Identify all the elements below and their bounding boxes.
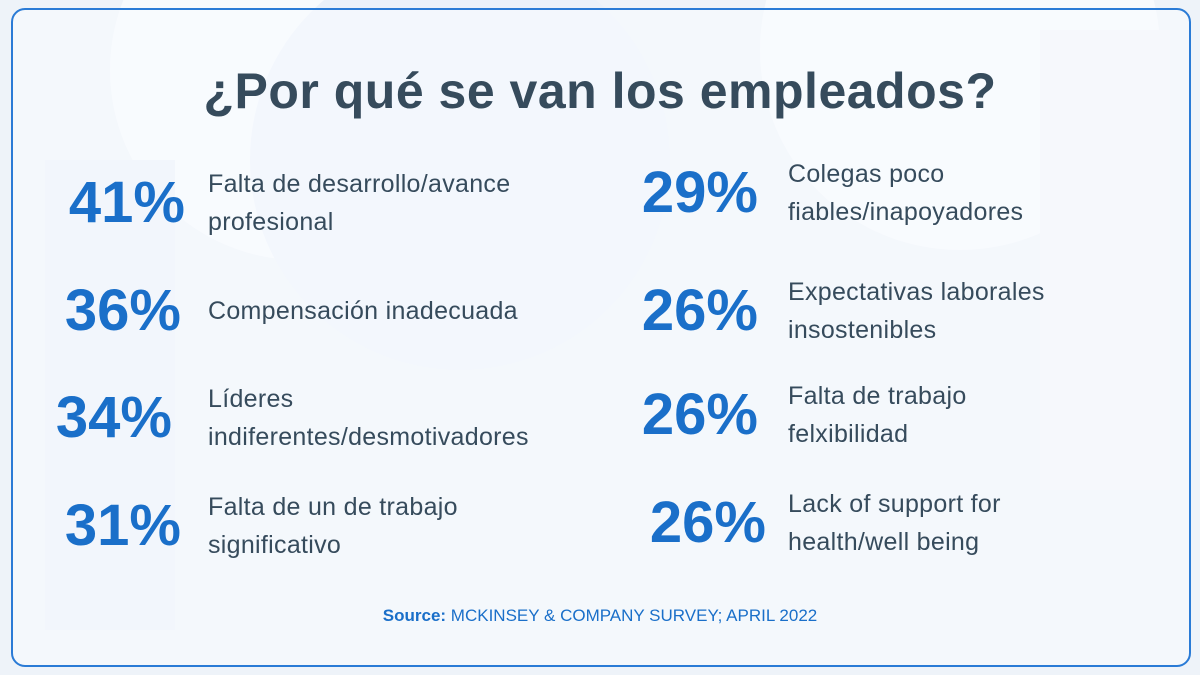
stat-percent: 26% xyxy=(641,278,758,343)
source-label: Source: xyxy=(382,606,447,625)
stat-reason: Expectativas laborales insostenibles xyxy=(788,278,1045,344)
stat-reason: Compensación inadecuada xyxy=(208,297,518,325)
stat-percent: 34% xyxy=(55,385,172,450)
stat-percent: 31% xyxy=(64,493,181,558)
stat-reason: Falta de desarrollo/avance profesional xyxy=(208,170,511,236)
stat-reason: Falta de un de trabajo significativo xyxy=(208,493,458,559)
infographic-card xyxy=(11,8,1191,667)
stat-percent: 29% xyxy=(641,160,758,225)
source-note: Source: MCKINSEY & COMPANY SURVEY; APRIL… xyxy=(0,606,1200,626)
page-title: ¿Por qué se van los empleados? xyxy=(203,63,997,119)
stat-reason: Falta de trabajo felxibilidad xyxy=(788,382,967,448)
stat-percent: 36% xyxy=(64,278,181,343)
stat-reason: Colegas poco fiables/inapoyadores xyxy=(788,160,1024,226)
source-text: MCKINSEY & COMPANY SURVEY; APRIL 2022 xyxy=(450,606,818,625)
stat-reason: Lack of support for health/well being xyxy=(788,490,1001,556)
stat-percent: 26% xyxy=(649,490,766,555)
stat-reason: Líderes indiferentes/desmotivadores xyxy=(208,385,529,451)
stat-percent: 41% xyxy=(68,170,185,235)
stat-percent: 26% xyxy=(641,382,758,447)
